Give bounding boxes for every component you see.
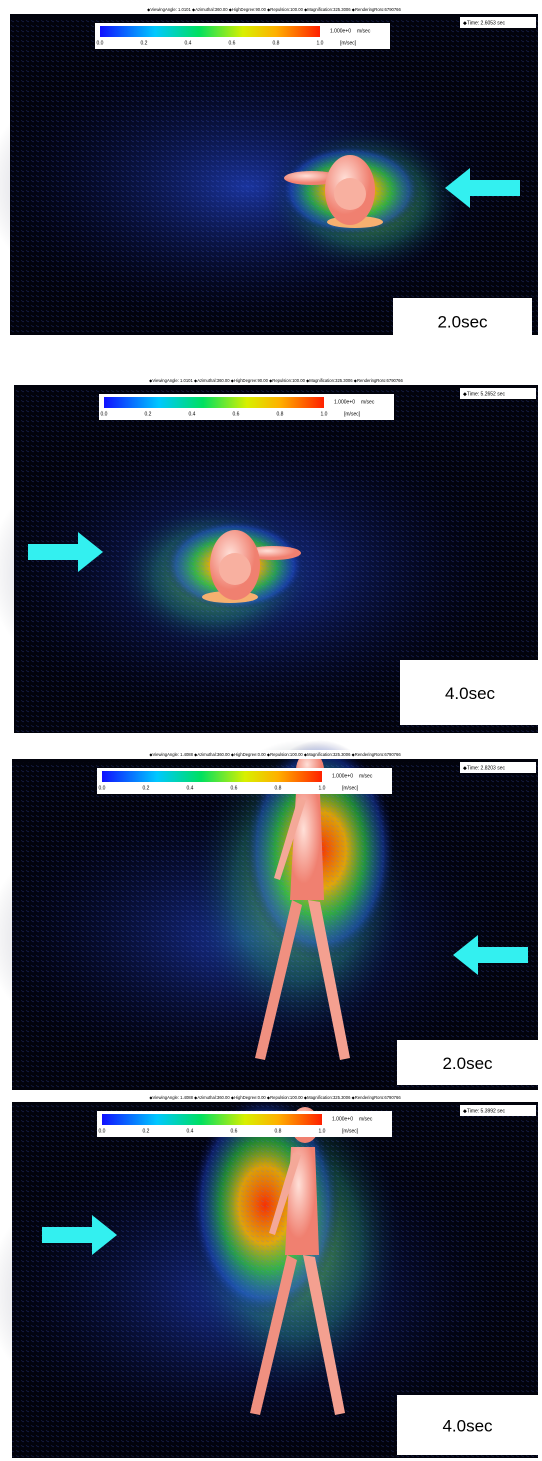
sim-panel: ◆ViewingAngle: 1.4088 ◆Azimuthal:360.00 …	[0, 740, 538, 1090]
time-text: ◆Time: 2.8203 sec	[463, 765, 506, 771]
colorbar-tick: 0.8	[273, 40, 280, 46]
colorbar-tick: 0.2	[141, 40, 148, 46]
colorbar-tick: 0.0	[97, 40, 104, 46]
colorbar-unit: [m/sec]	[340, 40, 357, 46]
colorbar-scale: 1.000e+0	[330, 28, 351, 34]
figure: ◆ViewingAngle: 1.0101 ◆Azimuthal:360.00 …	[0, 0, 542, 1461]
colorbar-tick: 0.8	[275, 785, 282, 791]
colorbar-tick: 0.4	[187, 1128, 194, 1134]
colorbar-unit: [m/sec]	[342, 1128, 359, 1134]
header-text: ◆ViewingAngle: 1.4088 ◆Azimuthal:360.00 …	[149, 1095, 401, 1100]
time-text: ◆Time: 5.2652 sec	[463, 391, 506, 397]
figure-head	[334, 178, 366, 210]
colorbar-tick: 0.4	[189, 411, 196, 417]
sim-panel: ◆ViewingAngle: 1.0101 ◆Azimuthal:360.00 …	[0, 5, 538, 344]
time-text: ◆Time: 2.6053 sec	[463, 20, 506, 26]
sim-panel: ◆ViewingAngle: 1.4088 ◆Azimuthal:360.00 …	[0, 1093, 538, 1458]
time-text: ◆Time: 5.3992 sec	[463, 1108, 506, 1114]
colorbar-tick: 0.6	[231, 1128, 238, 1134]
colorbar-tick: 0.0	[99, 1128, 106, 1134]
colorbar-tick: 0.2	[145, 411, 152, 417]
colorbar-tick: 0.6	[233, 411, 240, 417]
colorbar-scale: 1.000e+0	[332, 1116, 353, 1122]
colorbar-unit: m/sec	[359, 1116, 373, 1122]
figure-head	[219, 553, 251, 585]
colorbar-tick: 0.8	[277, 411, 284, 417]
colorbar-tick: 1.0	[321, 411, 328, 417]
colorbar-scale: 1.000e+0	[332, 773, 353, 779]
colorbar-tick: 0.2	[143, 785, 150, 791]
colorbar	[100, 26, 320, 37]
colorbar	[102, 1114, 322, 1125]
colorbar-unit: m/sec	[361, 399, 375, 405]
page: ◆ViewingAngle: 1.0101 ◆Azimuthal:360.00 …	[0, 0, 542, 1461]
colorbar	[104, 397, 324, 408]
colorbar-tick: 0.2	[143, 1128, 150, 1134]
colorbar-tick: 1.0	[317, 40, 324, 46]
colorbar-tick: 0.8	[275, 1128, 282, 1134]
colorbar-tick: 1.0	[319, 785, 326, 791]
colorbar-tick: 0.4	[185, 40, 192, 46]
colorbar-tick: 0.4	[187, 785, 194, 791]
header-text: ◆ViewingAngle: 1.0101 ◆Azimuthal:360.00 …	[147, 7, 401, 12]
colorbar-tick: 0.6	[231, 785, 238, 791]
colorbar-unit: m/sec	[359, 773, 373, 779]
header-text: ◆ViewingAngle: 1.0101 ◆Azimuthal:360.00 …	[149, 378, 403, 383]
time-label: 2.0sec	[437, 312, 488, 331]
colorbar-unit: m/sec	[357, 28, 371, 34]
colorbar-tick: 0.0	[99, 785, 106, 791]
vector-field	[10, 17, 538, 335]
colorbar-unit: [m/sec]	[342, 785, 359, 791]
colorbar-tick: 0.0	[101, 411, 108, 417]
time-label: 4.0sec	[442, 1416, 493, 1435]
colorbar-unit: [m/sec]	[344, 411, 361, 417]
header-text: ◆ViewingAngle: 1.4088 ◆Azimuthal:360.00 …	[149, 752, 401, 757]
time-label: 4.0sec	[445, 684, 496, 703]
colorbar-scale: 1.000e+0	[334, 399, 355, 405]
colorbar	[102, 771, 322, 782]
time-label: 2.0sec	[442, 1054, 493, 1073]
colorbar-tick: 0.6	[229, 40, 236, 46]
sim-panel: ◆ViewingAngle: 1.0101 ◆Azimuthal:360.00 …	[0, 376, 540, 733]
colorbar-tick: 1.0	[319, 1128, 326, 1134]
